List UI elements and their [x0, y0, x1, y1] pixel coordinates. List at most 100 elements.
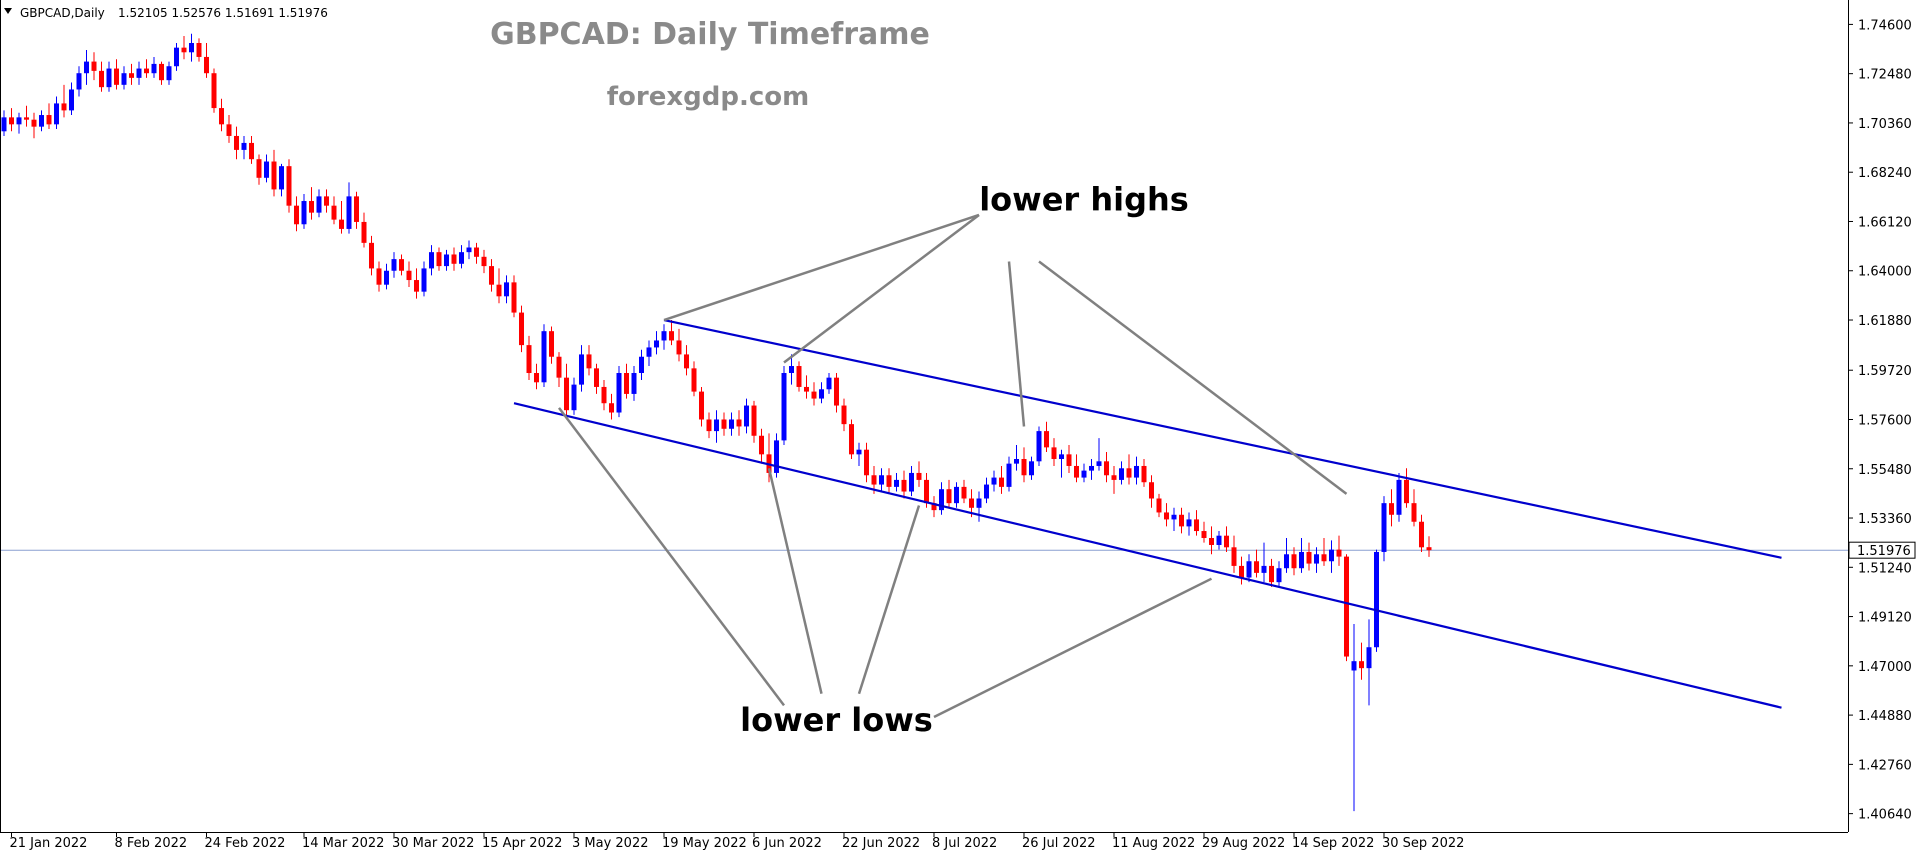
candle-body — [549, 331, 554, 357]
candle-body — [189, 42, 194, 53]
candle-body — [616, 373, 622, 413]
candle — [271, 149, 277, 197]
candle-body — [444, 254, 449, 267]
y-tick-label: 1.59720 — [1858, 364, 1912, 379]
candle-body — [1111, 475, 1117, 480]
candle — [1111, 465, 1117, 494]
candle — [1299, 538, 1304, 573]
candle-body — [151, 63, 157, 74]
candle-body — [136, 68, 142, 78]
y-tick-label: 1.61880 — [1858, 314, 1912, 329]
candle-body — [609, 403, 614, 413]
candle-body — [1074, 465, 1079, 478]
y-tick-label: 1.44880 — [1858, 709, 1912, 724]
candle-body — [976, 498, 982, 508]
candle-body — [106, 68, 112, 88]
candle-body — [1344, 556, 1349, 657]
candle-body — [39, 115, 44, 127]
candle — [459, 245, 464, 269]
candle-body — [1366, 647, 1372, 669]
candle-body — [894, 479, 899, 487]
candle — [1254, 549, 1259, 578]
candle-body — [1336, 549, 1342, 557]
candle — [856, 442, 862, 466]
candle — [466, 240, 472, 260]
candle-body — [331, 205, 337, 220]
candle-body — [999, 477, 1004, 487]
candle — [1006, 456, 1012, 492]
candle-body — [84, 61, 89, 74]
candle-body — [1006, 463, 1012, 487]
candle-body — [99, 70, 104, 88]
candle — [984, 477, 989, 504]
y-tick-label: 1.68240 — [1858, 166, 1912, 181]
candle-body — [204, 56, 209, 74]
candle-body — [864, 449, 869, 476]
candle-body — [249, 142, 254, 160]
candle-body — [946, 489, 952, 504]
candle — [316, 189, 322, 218]
candle — [721, 412, 727, 436]
candle — [526, 335, 532, 380]
candle — [691, 361, 697, 397]
ohlc-values: 1.52105 1.52576 1.51691 1.51976 — [118, 6, 328, 20]
candle-body — [159, 63, 164, 81]
candle-body — [1299, 551, 1304, 569]
x-tick-label: 6 Jun 2022 — [752, 836, 822, 850]
candle — [789, 354, 794, 385]
x-tick-label: 11 Aug 2022 — [1112, 836, 1195, 850]
candle-body — [1306, 551, 1312, 564]
candle — [249, 135, 254, 164]
candle — [1, 110, 7, 136]
candle-body — [1149, 482, 1154, 499]
x-tick-label: 19 May 2022 — [662, 836, 747, 850]
candle-body — [226, 124, 232, 136]
chart-title: GBPCAD: Daily Timeframe — [490, 17, 930, 52]
candle — [834, 373, 839, 413]
candle — [331, 196, 337, 225]
candle — [1419, 514, 1424, 552]
candle — [549, 326, 554, 364]
candle — [1044, 421, 1049, 453]
x-tick-label: 14 Mar 2022 — [302, 836, 384, 850]
candle-body — [241, 142, 247, 150]
candle — [1051, 438, 1057, 466]
dropdown-triangle-icon[interactable] — [4, 8, 12, 14]
candle — [1126, 454, 1132, 485]
candle — [61, 84, 67, 118]
candle-body — [271, 161, 277, 190]
candle-body — [691, 368, 697, 392]
candle-body — [519, 312, 524, 346]
candle-body — [601, 386, 607, 404]
candle — [901, 470, 907, 499]
candle — [256, 154, 262, 185]
x-tick-label: 30 Sep 2022 — [1382, 836, 1464, 850]
candle-body — [1314, 554, 1319, 564]
candle — [564, 363, 569, 420]
candle-body — [841, 405, 847, 425]
current-price-tag: 1.51976 — [1848, 541, 1916, 559]
candle — [976, 491, 982, 522]
candle-body — [211, 73, 217, 109]
candle — [24, 105, 29, 127]
candle-body — [294, 205, 299, 225]
candle — [106, 61, 112, 92]
candle — [1269, 558, 1274, 587]
candle-body — [481, 256, 487, 267]
candle-body — [219, 108, 224, 125]
candle-body — [909, 472, 914, 492]
candle-body — [586, 354, 592, 369]
candle — [1366, 619, 1372, 706]
candle-body — [1396, 479, 1402, 515]
candle — [384, 263, 389, 290]
candle-body — [781, 373, 787, 441]
x-tick-label: 3 May 2022 — [572, 836, 649, 850]
candle — [481, 249, 487, 274]
candle — [346, 182, 352, 234]
candle — [1201, 521, 1207, 543]
candle-body — [1224, 535, 1229, 548]
candle — [864, 442, 869, 483]
candle — [84, 49, 89, 85]
candle — [1321, 538, 1327, 566]
candle-body — [564, 377, 569, 411]
